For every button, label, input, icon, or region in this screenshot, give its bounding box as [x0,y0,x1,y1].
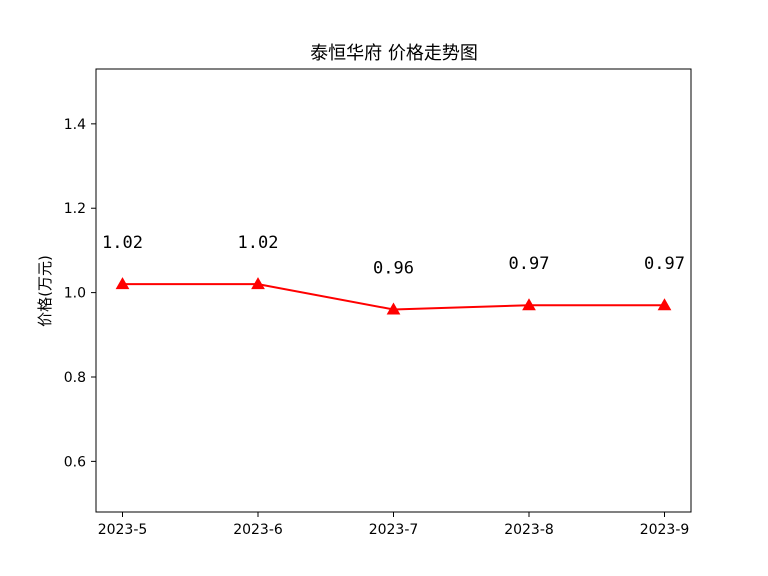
y-tick-label: 1.0 [64,286,86,302]
y-axis: 0.6 0.8 1.0 1.2 1.4 [64,117,96,470]
y-tick-label: 1.2 [64,201,86,217]
data-label: 0.96 [373,258,414,278]
data-point-marker [522,298,536,311]
x-tick-label: 2023-7 [369,522,419,538]
x-tick-label: 2023-9 [640,522,690,538]
data-label: 1.02 [102,233,143,253]
y-tick-label: 0.6 [64,454,86,470]
y-tick-label: 1.4 [64,117,86,133]
data-label: 0.97 [509,254,550,274]
data-point-marker [251,277,265,290]
chart-title: 泰恒华府 价格走势图 [310,43,478,64]
x-axis: 2023-5 2023-6 2023-7 2023-8 2023-9 [98,512,690,538]
series-layer: 1.02 1.02 0.96 0.97 0.97 [102,233,685,315]
x-tick-label: 2023-6 [233,522,283,538]
data-point-marker [386,302,401,315]
data-point-marker [657,298,672,311]
y-tick-label: 0.8 [64,370,86,386]
y-axis-label: 价格(万元) [36,255,54,327]
plot-area [95,68,692,513]
x-tick-label: 2023-8 [504,522,554,538]
x-tick-label: 2023-5 [98,522,148,538]
data-point-marker [115,277,130,290]
data-label: 0.97 [644,254,685,274]
data-label: 1.02 [238,233,279,253]
